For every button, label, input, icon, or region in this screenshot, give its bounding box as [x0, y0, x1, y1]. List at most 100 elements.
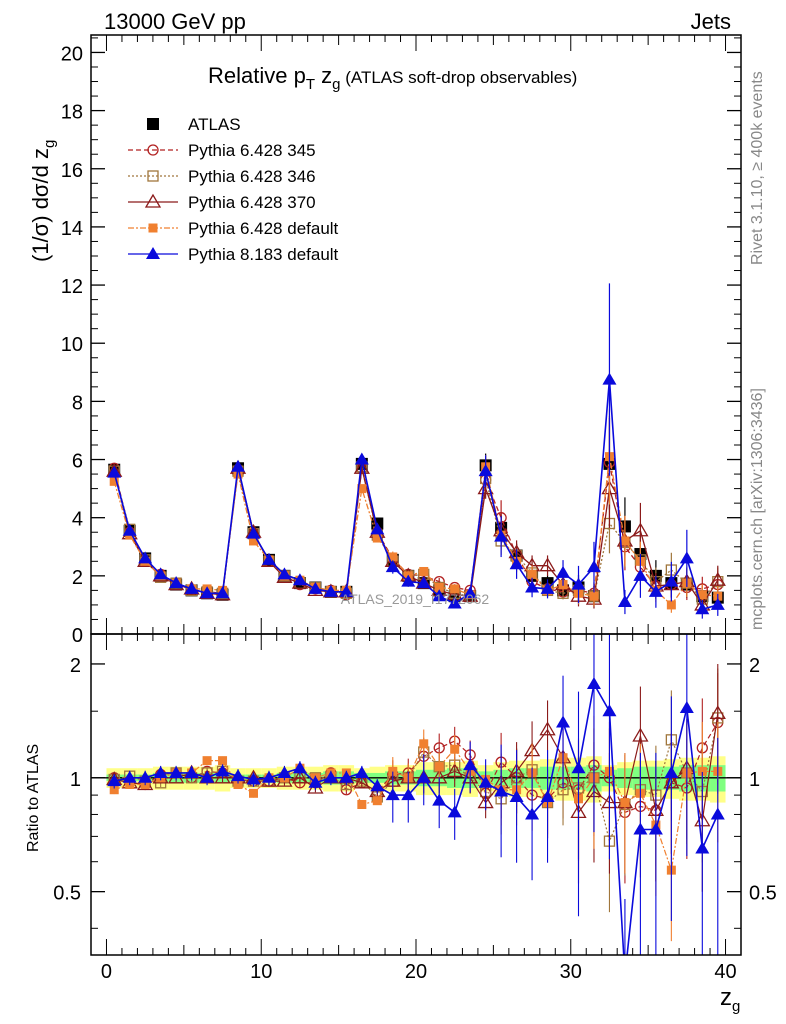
- ratio-point: [339, 770, 354, 783]
- data-point: [434, 582, 444, 592]
- data-point: [432, 589, 447, 602]
- ratio-point: [249, 788, 258, 798]
- ratio-line: [114, 681, 719, 955]
- data-point: [709, 571, 726, 586]
- legend-marker: [147, 118, 159, 130]
- data-point: [539, 557, 556, 572]
- data-point: [525, 580, 540, 593]
- data-point: [478, 464, 493, 477]
- uncertainty-bands: [106, 756, 726, 803]
- data-point: [556, 565, 571, 578]
- data-point: [666, 600, 676, 610]
- x-tick-label: 20: [405, 961, 427, 983]
- data-point: [710, 597, 725, 610]
- category-label: Jets: [691, 9, 731, 34]
- analysis-watermark: ATLAS_2019_I1772062: [341, 591, 490, 607]
- data-point: [385, 560, 400, 573]
- legend-label: Pythia 6.428 346: [188, 167, 316, 186]
- ratio-point: [709, 705, 726, 720]
- legend: ATLAS Pythia 6.428 345 Pythia 6.428 346 Pyt…: [128, 115, 339, 264]
- y-tick-label: 16: [61, 160, 83, 182]
- ratio-point: [679, 700, 694, 713]
- main-title: Relative pT zg (ATLAS soft-drop observab…: [208, 63, 577, 93]
- ratio-point: [463, 758, 478, 771]
- legend-entry: Pythia 8.183 default: [128, 245, 339, 264]
- data-point: [357, 484, 367, 494]
- data-point: [308, 581, 323, 594]
- title-prefix: Relative p: [208, 63, 306, 88]
- data-point: [354, 452, 369, 465]
- energy-label: 13000 GeV pp: [104, 9, 246, 34]
- ratio-point: [695, 841, 710, 854]
- data-point: [416, 576, 431, 589]
- ratio-point: [388, 766, 398, 776]
- ratio-y-tick-label: 0.5: [53, 883, 81, 905]
- ratio-data: [106, 634, 726, 981]
- ratio-line: [114, 742, 718, 871]
- legend-entry: Pythia 6.428 345: [128, 141, 316, 160]
- ratio-point: [385, 788, 400, 801]
- data-point: [372, 533, 382, 543]
- series-pythia-6-428-345: [108, 416, 724, 605]
- data-point: [450, 584, 460, 594]
- x-tick-label: 30: [560, 961, 582, 983]
- series-line: [113, 466, 719, 601]
- ratio-point: [292, 761, 307, 774]
- data-point: [463, 586, 478, 599]
- y-tick-label: 2: [72, 567, 83, 589]
- legend-marker: [147, 170, 159, 182]
- ratio-y-tick-label: 1: [70, 769, 81, 791]
- ratio-point: [138, 770, 153, 783]
- ratio-point: [633, 822, 648, 835]
- legend-entry: ATLAS: [147, 115, 241, 134]
- ratio-point: [231, 769, 246, 782]
- legend-marker: [148, 223, 158, 233]
- ratio-point: [233, 780, 243, 790]
- ratio-point: [494, 784, 509, 797]
- ratio-point: [618, 969, 632, 981]
- y-tick-label: 4: [72, 509, 83, 531]
- ratio-point: [261, 770, 276, 783]
- ratio-point: [447, 805, 462, 818]
- ratio-point: [218, 756, 228, 766]
- ratio-point: [370, 779, 385, 792]
- source-label: mcplots.cern.ch [arXiv:1306:3436]: [749, 388, 766, 630]
- ratio-line: [114, 713, 719, 821]
- ratio-y-tick-label-right: 1: [749, 769, 760, 791]
- ratio-point: [446, 763, 463, 778]
- y-tick-label: 14: [61, 218, 83, 240]
- ratio-point: [450, 744, 460, 754]
- data-point: [353, 459, 370, 474]
- ratio-point: [122, 770, 137, 783]
- rivet-label: Rivet 3.1.10, ≥ 400k events: [749, 71, 766, 265]
- data-point: [153, 567, 168, 580]
- data-point: [620, 536, 630, 546]
- ratio-point: [353, 774, 370, 789]
- data-point: [648, 584, 663, 597]
- data-point: [509, 557, 524, 570]
- ratio-series-pythia-6-428-default: [109, 721, 723, 942]
- ratio-point: [354, 765, 369, 778]
- ratio-point: [202, 756, 212, 766]
- data-point: [184, 581, 199, 594]
- data-point: [200, 586, 215, 599]
- y-tick-label: 8: [72, 392, 83, 414]
- data-point: [602, 372, 617, 385]
- ratio-point: [540, 789, 555, 802]
- ratio-point: [556, 715, 571, 728]
- data-point: [586, 560, 601, 573]
- main-ylabel-text: (1/σ) dσ/d z: [28, 148, 53, 262]
- ratio-point: [215, 764, 230, 777]
- title-suffix: (ATLAS soft-drop observables): [340, 68, 577, 87]
- data-point: [589, 591, 599, 601]
- data-point: [697, 590, 707, 600]
- legend-entry: Pythia 6.428 346: [128, 167, 316, 186]
- ratio-point: [432, 793, 447, 806]
- ratio-y-tick-label-right: 2: [749, 655, 760, 677]
- x-tick-label: 0: [101, 961, 112, 983]
- ratio-point: [602, 704, 617, 717]
- data-point: [323, 584, 338, 597]
- ratio-point: [586, 677, 601, 690]
- legend-entry: Pythia 6.428 default: [128, 219, 339, 238]
- data-point: [633, 568, 648, 581]
